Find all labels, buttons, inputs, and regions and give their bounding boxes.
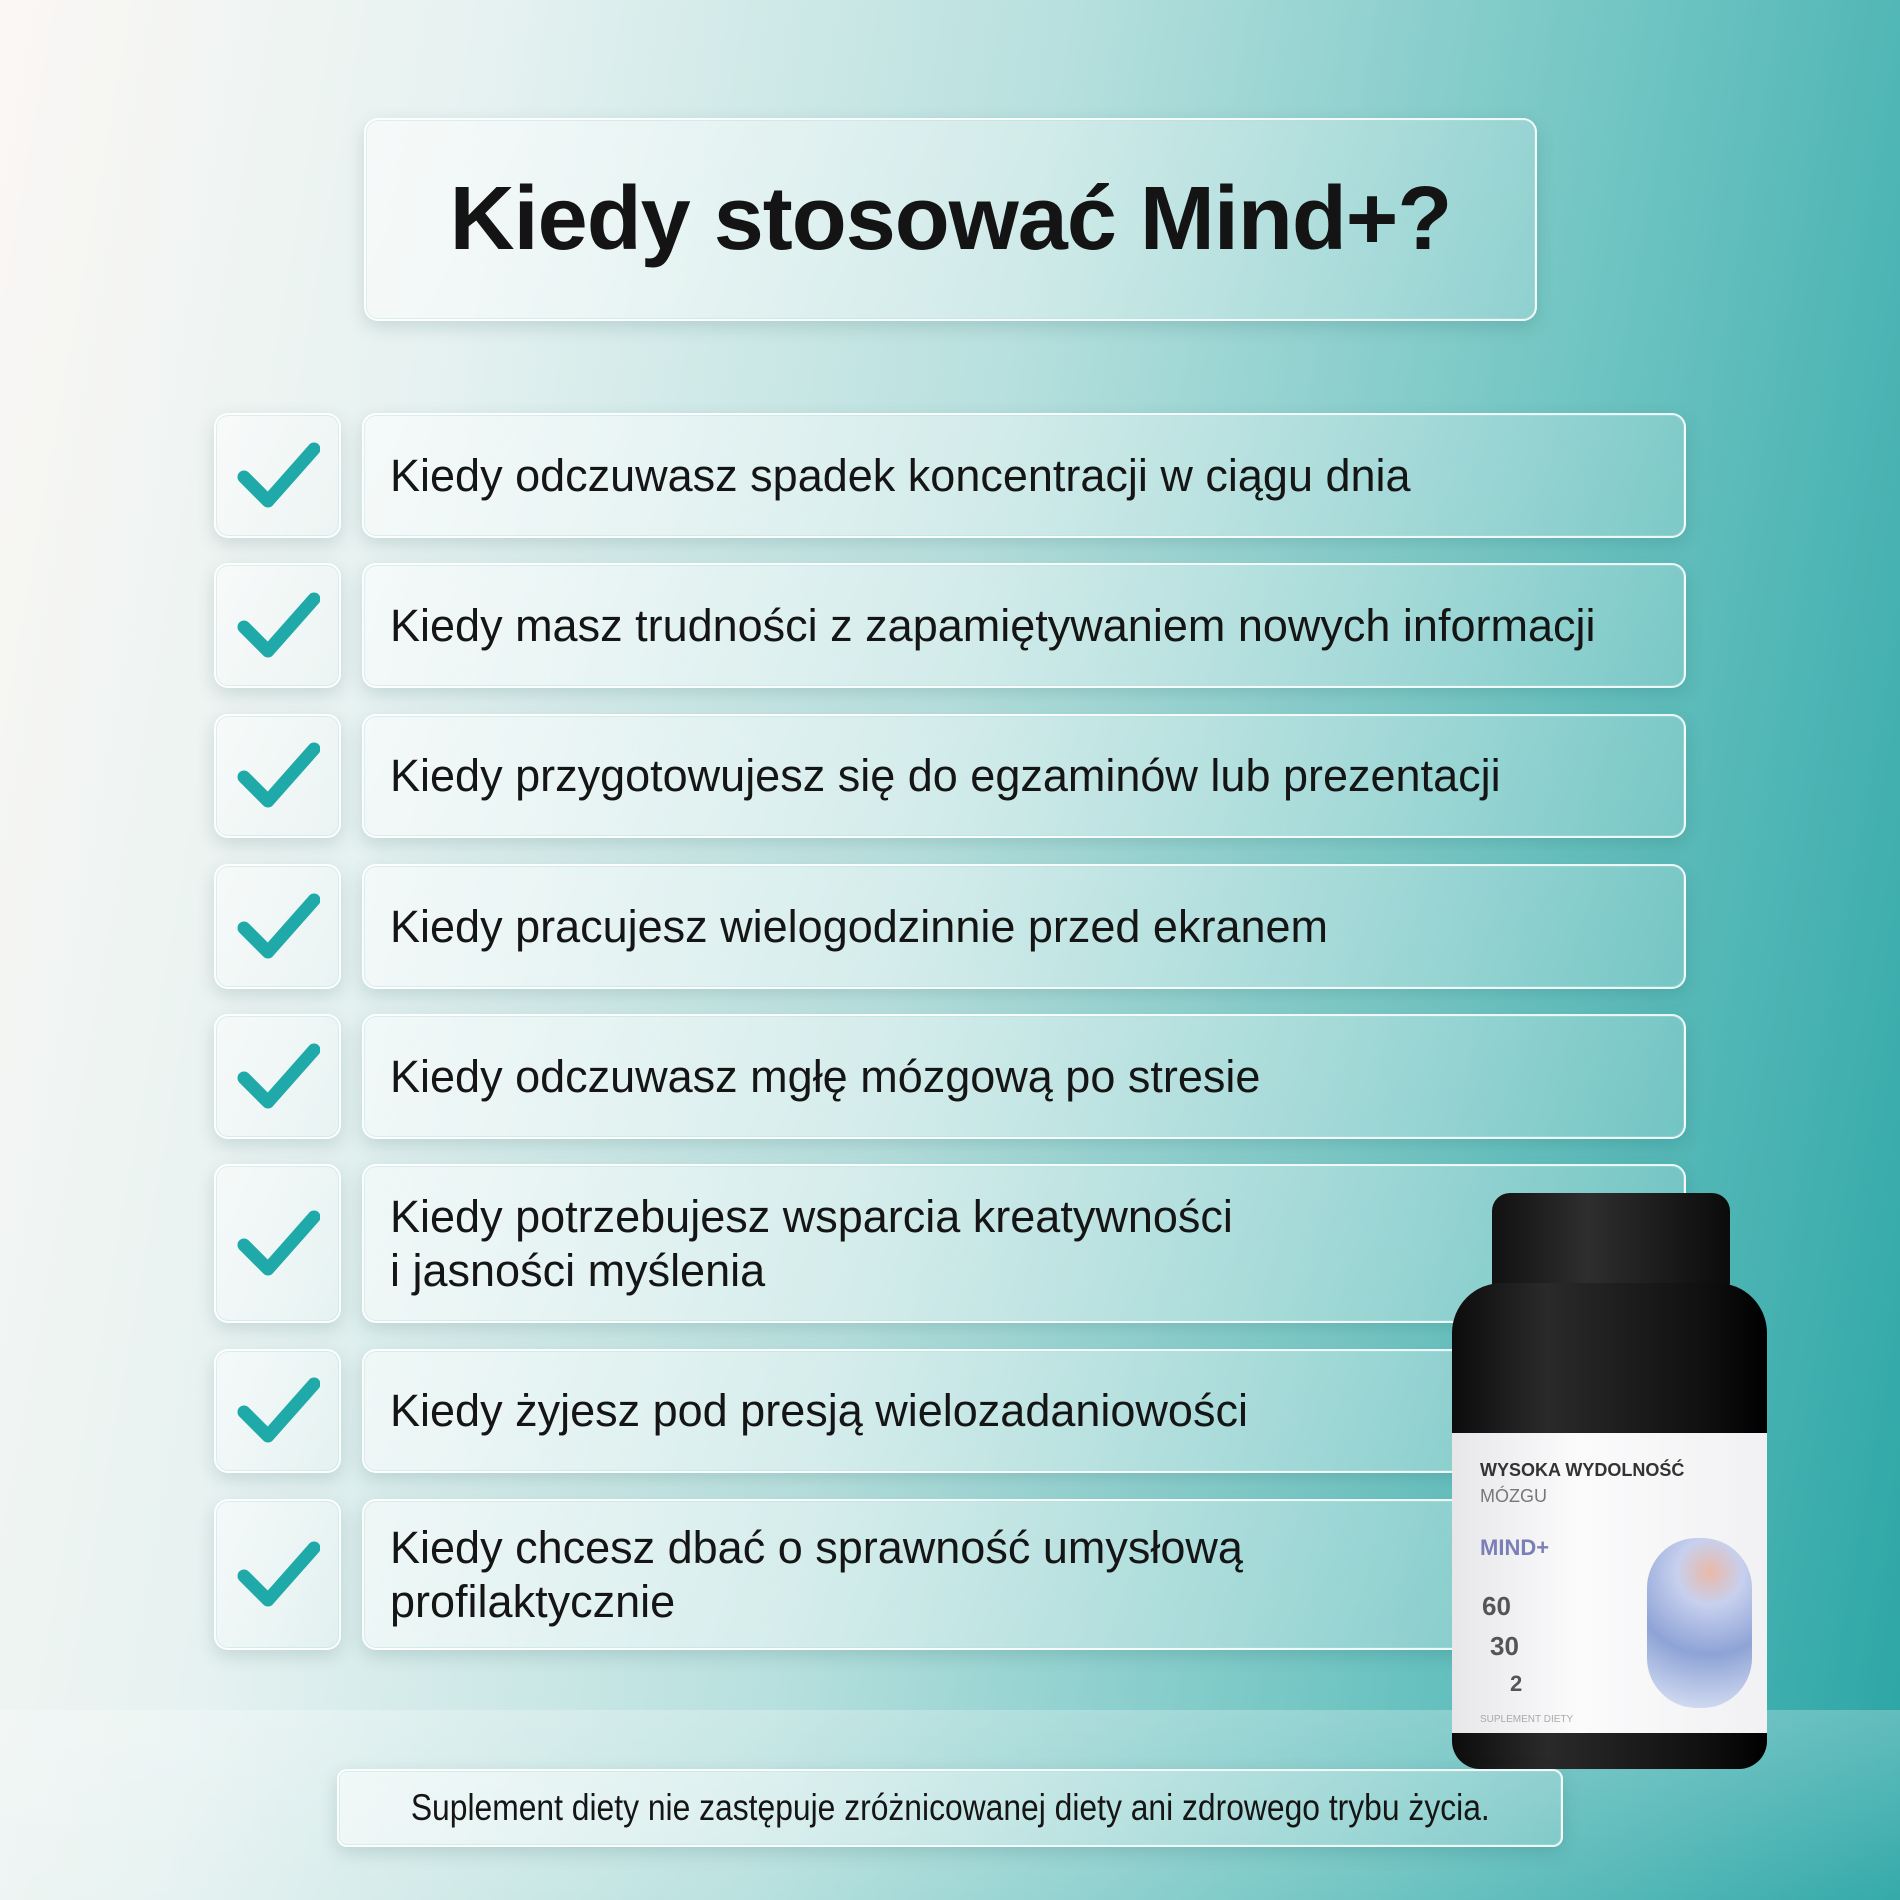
- checkbox: [214, 413, 341, 538]
- check-icon: [237, 1043, 320, 1108]
- list-item: Kiedy odczuwasz mgłę mózgową po stresie: [362, 1014, 1686, 1139]
- product-bottle: WYSOKA WYDOLNOŚĆ MÓZGU MIND+ 60 30 2 SUP…: [1452, 1193, 1767, 1769]
- disclaimer-text: Suplement diety nie zastępuje zróżnicowa…: [410, 1787, 1490, 1828]
- list-item: Kiedy przygotowujesz się do egzaminów lu…: [362, 714, 1686, 838]
- list-item-label: Kiedy pracujesz wielogodzinnie przed ekr…: [390, 900, 1329, 952]
- check-icon: [237, 442, 320, 507]
- list-item: Kiedy potrzebujesz wsparcia kreatywności…: [362, 1164, 1686, 1323]
- list-item: Kiedy pracujesz wielogodzinnie przed ekr…: [362, 864, 1686, 989]
- checkbox: [214, 1499, 341, 1650]
- label-headline: WYSOKA WYDOLNOŚĆ: [1480, 1460, 1685, 1480]
- disclaimer-card: Suplement diety nie zastępuje zróżnicowa…: [337, 1769, 1563, 1847]
- check-icon: [237, 1377, 320, 1443]
- checkbox: [214, 563, 341, 688]
- page-title: Kiedy stosować Mind+?: [449, 169, 1453, 269]
- list-item-label: Kiedy chcesz dbać o sprawność umysłową p…: [390, 1521, 1243, 1627]
- checkbox: [214, 1164, 341, 1323]
- label-stat-daily: 2: [1510, 1671, 1523, 1696]
- list-item: Kiedy masz trudności z zapamiętywaniem n…: [362, 563, 1686, 688]
- list-item-label: Kiedy masz trudności z zapamiętywaniem n…: [390, 599, 1596, 651]
- label-product-name: MIND+: [1480, 1535, 1550, 1560]
- check-icon: [237, 893, 320, 958]
- bottle-label: WYSOKA WYDOLNOŚĆ MÓZGU MIND+ 60 30 2 SUP…: [1452, 1433, 1767, 1733]
- list-item-label: Kiedy żyjesz pod presją wielozadaniowośc…: [390, 1385, 1248, 1436]
- label-stat-capsules: 60: [1482, 1591, 1511, 1621]
- list-item-label: Kiedy przygotowujesz się do egzaminów lu…: [390, 750, 1501, 801]
- title-card: Kiedy stosować Mind+?: [364, 118, 1537, 321]
- bottle-cap: [1492, 1193, 1730, 1289]
- label-stat-days: 30: [1490, 1631, 1519, 1661]
- check-icon: [237, 742, 320, 808]
- checkbox: [214, 714, 341, 838]
- checkbox: [214, 1349, 341, 1473]
- checkbox: [214, 1014, 341, 1139]
- check-icon: [237, 1210, 320, 1275]
- list-item: Kiedy odczuwasz spadek koncentracji w ci…: [362, 413, 1686, 538]
- check-icon: [237, 1541, 320, 1606]
- list-item-label: Kiedy potrzebujesz wsparcia kreatywności…: [390, 1190, 1233, 1296]
- label-category: SUPLEMENT DIETY: [1480, 1714, 1574, 1725]
- list-item-label: Kiedy odczuwasz mgłę mózgową po stresie: [390, 1050, 1261, 1102]
- label-subline: MÓZGU: [1480, 1486, 1547, 1506]
- brain-face-image: [1647, 1538, 1752, 1708]
- check-icon: [237, 592, 320, 657]
- list-item-label: Kiedy odczuwasz spadek koncentracji w ci…: [390, 449, 1411, 501]
- bottle-body: WYSOKA WYDOLNOŚĆ MÓZGU MIND+ 60 30 2 SUP…: [1452, 1283, 1767, 1769]
- checkbox: [214, 864, 341, 989]
